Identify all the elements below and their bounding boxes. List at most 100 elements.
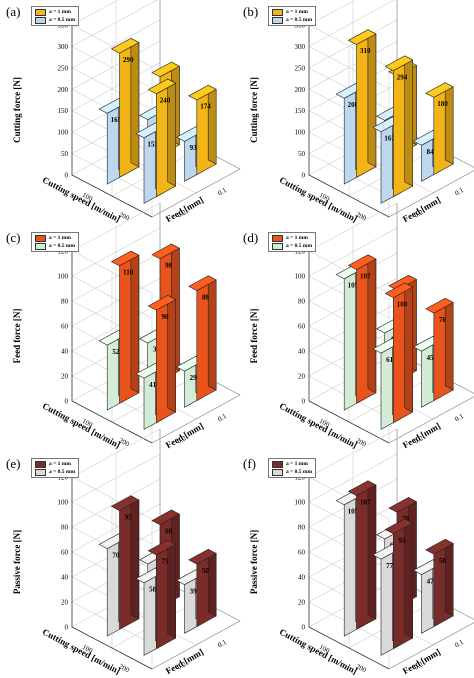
legend-label: a = 1 mm xyxy=(286,9,308,15)
z-tick-label: 60 xyxy=(298,549,306,557)
bar-high-value-label: 66 xyxy=(165,527,173,535)
legend: a = 1 mm a = 0.5 mm xyxy=(268,232,317,252)
bar-high: 174 xyxy=(188,84,217,176)
bar-low-value-label: 70 xyxy=(112,551,120,559)
bar-low-value-label: 105 xyxy=(348,282,359,290)
bar-low-value-label: 45 xyxy=(427,354,435,362)
feed-tick-label: 0.1 xyxy=(453,412,465,424)
y-axis-title: Cutting force [N] xyxy=(249,77,259,143)
z-tick-label: 20 xyxy=(61,599,69,607)
bar-high-value-label: 107 xyxy=(360,272,371,280)
legend-entry: a = 1 mm xyxy=(272,460,312,468)
z-tick-label: 60 xyxy=(61,549,69,557)
bar-high-value-label: 92 xyxy=(399,536,407,544)
z-tick-label: 20 xyxy=(298,599,306,607)
legend: a = 1 mm a = 0.5 mm xyxy=(268,6,317,26)
axis-frame xyxy=(71,477,153,670)
bar-high: 95 xyxy=(110,495,140,630)
panel-label: (f) xyxy=(243,456,256,471)
legend: a = 1 mm a = 0.5 mm xyxy=(31,6,80,26)
feed-tick-label: 0.1 xyxy=(216,638,228,650)
bar-low-value-label: 84 xyxy=(427,148,435,156)
legend-label: a = 1 mm xyxy=(286,235,308,241)
bar-high-value-label: 174 xyxy=(200,103,211,111)
bar-low-value-label: 58 xyxy=(149,586,157,594)
y-axis-title: Passive force [N] xyxy=(12,530,22,594)
bar-low-value-label: 93 xyxy=(190,144,198,152)
bar-high-value-label: 110 xyxy=(123,269,134,277)
bar-high: 110 xyxy=(110,250,140,404)
axis-frame xyxy=(308,477,390,670)
legend-swatch xyxy=(272,234,283,242)
z-tick-label: 100 xyxy=(295,129,306,137)
legend-swatch xyxy=(272,468,283,476)
legend-swatch xyxy=(35,16,46,24)
legend-entry: a = 1 mm xyxy=(35,8,75,16)
legend-entry: a = 0.5 mm xyxy=(272,468,312,476)
chart-svg: 0501001502002503003501002000.20.1Cutting… xyxy=(249,0,474,224)
y-axis-title: Cutting force [N] xyxy=(12,77,22,143)
z-tick-label: 0 xyxy=(302,172,306,180)
legend-swatch xyxy=(272,8,283,16)
bar-low-value-label: 167 xyxy=(384,135,395,143)
feed-tick-label: 0.2 xyxy=(176,660,188,672)
bar-high-value-label: 98 xyxy=(165,261,173,269)
z-tick-label: 150 xyxy=(295,107,306,115)
z-tick-label: 60 xyxy=(298,323,306,331)
z-tick-label: 100 xyxy=(295,273,306,281)
bar-high-value-label: 107 xyxy=(360,498,371,506)
feed-tick-label: 0.1 xyxy=(216,186,228,198)
bar-high: 70 xyxy=(425,297,454,402)
bar-high: 107 xyxy=(347,480,377,630)
bar-low-value-label: 165 xyxy=(111,116,122,124)
bar-low-value-label: 52 xyxy=(112,348,120,356)
axis-frame xyxy=(308,251,390,444)
bar-high-value-label: 58 xyxy=(439,557,447,565)
bar-low-value-label: 153 xyxy=(147,141,158,149)
bar-low-value-label: 39 xyxy=(190,587,198,595)
bar-high-value-label: 75 xyxy=(162,558,170,566)
bar-high-value-label: 290 xyxy=(123,56,134,64)
z-tick-label: 80 xyxy=(298,524,306,532)
z-tick-label: 80 xyxy=(298,298,306,306)
legend-label: a = 0.5 mm xyxy=(286,243,313,249)
legend-label: a = 0.5 mm xyxy=(49,17,76,23)
legend-swatch xyxy=(35,242,46,250)
z-tick-label: 200 xyxy=(58,86,69,94)
bar-low-value-label: 200 xyxy=(348,101,359,109)
legend-entry: a = 1 mm xyxy=(35,460,75,468)
z-tick-label: 0 xyxy=(65,624,69,632)
legend-entry: a = 1 mm xyxy=(35,234,75,242)
chart-svg: 0501001502002503003501002000.20.1Cutting… xyxy=(12,0,241,224)
z-tick-label: 100 xyxy=(58,129,69,137)
feed-tick-label: 0.2 xyxy=(413,434,425,446)
feed-tick-label: 0.1 xyxy=(453,186,465,198)
z-tick-label: 100 xyxy=(58,273,69,281)
bar-high: 50 xyxy=(188,548,217,628)
legend-swatch xyxy=(272,242,283,250)
z-tick-label: 100 xyxy=(295,499,306,507)
bar-low-value-label: 61 xyxy=(386,356,394,364)
bar-high-value-label: 88 xyxy=(202,293,210,301)
panel-label: (b) xyxy=(243,4,259,19)
z-tick-label: 200 xyxy=(295,86,306,94)
panel-label: (a) xyxy=(6,4,21,19)
panel-label: (c) xyxy=(6,230,21,245)
legend-swatch xyxy=(35,468,46,476)
bar-high: 290 xyxy=(110,37,140,178)
bar-high: 294 xyxy=(384,55,414,198)
y-axis-title: Passive force [N] xyxy=(249,530,259,594)
z-tick-label: 40 xyxy=(298,574,306,582)
z-tick-label: 20 xyxy=(61,373,69,381)
z-tick-label: 0 xyxy=(302,398,306,406)
z-tick-label: 40 xyxy=(61,348,69,356)
z-tick-label: 80 xyxy=(61,298,69,306)
bar-high: 90 xyxy=(147,294,177,424)
z-tick-label: 40 xyxy=(61,574,69,582)
bar-low-value-label: 105 xyxy=(348,508,359,516)
bar-low-value-label: 47 xyxy=(427,577,435,585)
